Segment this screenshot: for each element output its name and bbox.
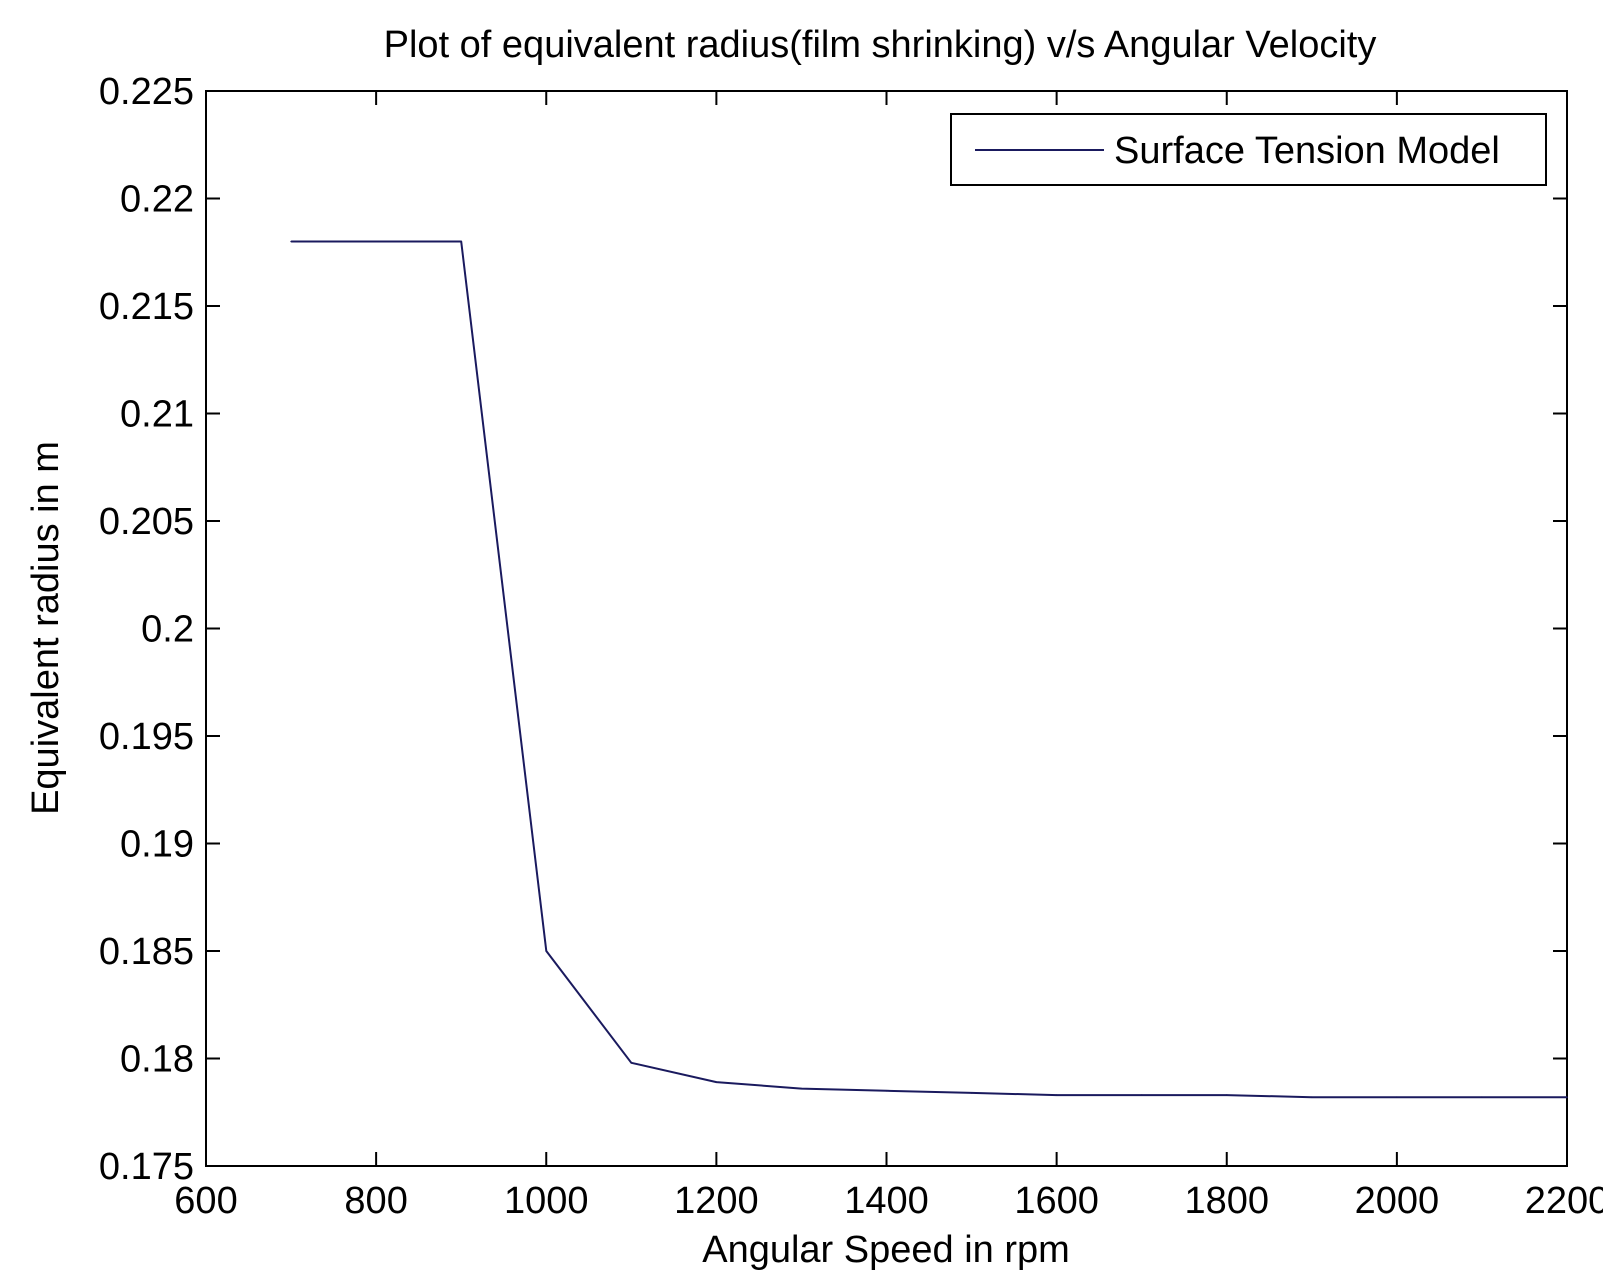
data-point (290, 240, 292, 243)
x-tick-label: 2200 (1525, 1180, 1603, 1222)
data-point (885, 1090, 888, 1092)
data-point (545, 950, 548, 952)
data-point (1311, 1096, 1313, 1098)
y-tick-label: 0.195 (99, 716, 194, 758)
legend: Surface Tension Model (950, 113, 1547, 186)
legend-label-surface-tension-model: Surface Tension Model (1114, 130, 1500, 172)
plot-area (205, 90, 1568, 1167)
x-tick-label: 1800 (1184, 1180, 1269, 1222)
y-tick-label: 0.205 (99, 501, 194, 543)
y-tick-label: 0.19 (120, 824, 194, 866)
series-layer (290, 240, 1568, 1099)
data-point (1481, 1096, 1483, 1098)
x-tick-label: 1600 (1014, 1180, 1099, 1222)
data-point (375, 240, 377, 243)
y-axis-ticks: 0.175 0.18 0.185 0.19 0.195 0.2 0.205 0.21 0.215… (99, 71, 1567, 1188)
chart-title: Plot of equivalent radius(film shrinking… (384, 24, 1377, 66)
data-point (1055, 1094, 1058, 1096)
x-axis-label: Angular Speed in rpm (702, 1229, 1070, 1271)
series-line-surface-tension-model (291, 240, 1567, 1099)
x-tick-label: 2000 (1355, 1180, 1440, 1222)
x-tick-label: 800 (344, 1180, 407, 1222)
x-axis-ticks: 600 800 1000 1200 1400 1600 1800 2000 2200 (174, 91, 1603, 1222)
x-tick-label: 600 (174, 1180, 237, 1222)
y-axis-label: Equivalent radius in m (25, 441, 67, 815)
data-point (1226, 1094, 1228, 1096)
y-tick-label: 0.215 (99, 286, 194, 328)
y-tick-label: 0.175 (99, 1146, 194, 1188)
data-point (460, 240, 463, 243)
y-tick-label: 0.22 (120, 179, 194, 221)
y-tick-label: 0.2 (141, 609, 194, 651)
data-point (1566, 1096, 1568, 1098)
data-point (630, 1062, 633, 1064)
data-point (970, 1092, 973, 1094)
y-tick-label: 0.21 (120, 394, 194, 436)
y-tick-label: 0.18 (120, 1039, 194, 1081)
x-tick-label: 1200 (674, 1180, 759, 1222)
data-point (1140, 1094, 1143, 1096)
y-tick-label: 0.225 (99, 71, 194, 113)
x-tick-label: 1400 (844, 1180, 929, 1222)
data-point (1396, 1096, 1398, 1098)
x-tick-label: 1000 (504, 1180, 589, 1222)
y-tick-label: 0.185 (99, 931, 194, 973)
data-point (715, 1081, 718, 1083)
data-point (800, 1087, 803, 1090)
